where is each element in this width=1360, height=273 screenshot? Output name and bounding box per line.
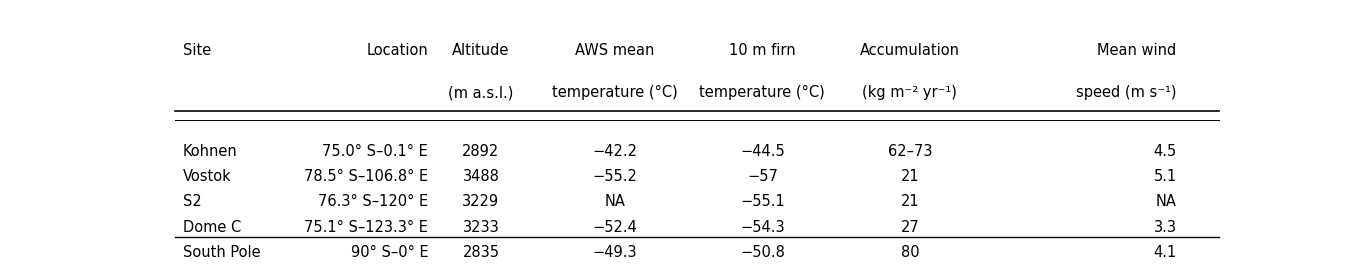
Text: Kohnen: Kohnen	[182, 144, 238, 159]
Text: 75.1° S–123.3° E: 75.1° S–123.3° E	[305, 220, 428, 235]
Text: 3229: 3229	[462, 194, 499, 209]
Text: S2: S2	[182, 194, 201, 209]
Text: 75.0° S–0.1° E: 75.0° S–0.1° E	[322, 144, 428, 159]
Text: −55.2: −55.2	[593, 169, 638, 184]
Text: NA: NA	[1156, 194, 1176, 209]
Text: −50.8: −50.8	[740, 245, 785, 260]
Text: 2835: 2835	[462, 245, 499, 260]
Text: 3.3: 3.3	[1153, 220, 1176, 235]
Text: 62–73: 62–73	[888, 144, 932, 159]
Text: Accumulation: Accumulation	[860, 43, 960, 58]
Text: Vostok: Vostok	[182, 169, 231, 184]
Text: −49.3: −49.3	[593, 245, 636, 260]
Text: 5.1: 5.1	[1153, 169, 1176, 184]
Text: 90° S–0° E: 90° S–0° E	[351, 245, 428, 260]
Text: Site: Site	[182, 43, 211, 58]
Text: 3488: 3488	[462, 169, 499, 184]
Text: (m a.s.l.): (m a.s.l.)	[449, 85, 514, 100]
Text: temperature (°C): temperature (°C)	[699, 85, 826, 100]
Text: (kg m⁻² yr⁻¹): (kg m⁻² yr⁻¹)	[862, 85, 957, 100]
Text: 78.5° S–106.8° E: 78.5° S–106.8° E	[305, 169, 428, 184]
Text: Mean wind: Mean wind	[1098, 43, 1176, 58]
Text: South Pole: South Pole	[182, 245, 260, 260]
Text: −42.2: −42.2	[593, 144, 638, 159]
Text: Location: Location	[366, 43, 428, 58]
Text: −57: −57	[747, 169, 778, 184]
Text: 76.3° S–120° E: 76.3° S–120° E	[318, 194, 428, 209]
Text: −55.1: −55.1	[740, 194, 785, 209]
Text: −54.3: −54.3	[740, 220, 785, 235]
Text: 4.1: 4.1	[1153, 245, 1176, 260]
Text: −44.5: −44.5	[740, 144, 785, 159]
Text: 27: 27	[900, 220, 919, 235]
Text: 80: 80	[900, 245, 919, 260]
Text: 10 m firn: 10 m firn	[729, 43, 796, 58]
Text: 3233: 3233	[462, 220, 499, 235]
Text: 21: 21	[900, 169, 919, 184]
Text: NA: NA	[604, 194, 626, 209]
Text: 2892: 2892	[462, 144, 499, 159]
Text: speed (m s⁻¹): speed (m s⁻¹)	[1076, 85, 1176, 100]
Text: temperature (°C): temperature (°C)	[552, 85, 677, 100]
Text: Dome C: Dome C	[182, 220, 241, 235]
Text: 4.5: 4.5	[1153, 144, 1176, 159]
Text: −52.4: −52.4	[593, 220, 638, 235]
Text: AWS mean: AWS mean	[575, 43, 654, 58]
Text: Altitude: Altitude	[453, 43, 510, 58]
Text: 21: 21	[900, 194, 919, 209]
